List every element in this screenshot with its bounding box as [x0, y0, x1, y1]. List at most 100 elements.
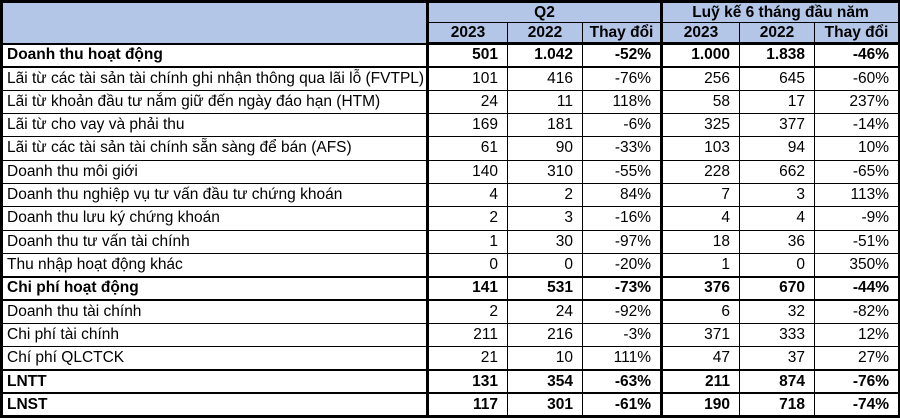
cell-value: 0: [739, 252, 815, 278]
cell-value: 371: [660, 322, 740, 348]
cell-value: 3: [507, 206, 583, 231]
cell-change-value: -14%: [813, 112, 900, 138]
cell-value: 6: [660, 299, 740, 324]
cell-change-value: 118%: [582, 89, 662, 114]
cell-value: 416: [507, 66, 583, 91]
cell-value: 325: [660, 112, 740, 138]
row-label: Chi phí tài chính: [1, 322, 429, 348]
cell-value: 874: [739, 368, 815, 395]
cell-value: 2: [427, 299, 508, 324]
cell-value: 103: [660, 136, 740, 161]
cell-value: 94: [739, 136, 815, 161]
cell-change-value: -46%: [813, 42, 900, 68]
cell-value: 211: [660, 368, 740, 395]
cell-change-value: -20%: [582, 252, 662, 278]
table-row: Doanh thu nghiệp vụ tư vấn đầu tư chứng …: [1, 182, 900, 208]
cell-change-value: 111%: [582, 346, 662, 371]
cell-value: 4: [660, 206, 740, 231]
table-row: Chí phí QLCTCK 21 10 111% 47 37 27%: [1, 346, 900, 371]
row-label: Lãi từ các tài sản tài chính sẵn sàng để…: [1, 136, 429, 161]
cell-change-value: 350%: [813, 252, 900, 278]
cell-change-value: -6%: [582, 112, 662, 138]
cell-value: 228: [660, 159, 740, 184]
cell-value: 181: [507, 112, 583, 138]
cell-change-value: 10%: [813, 136, 900, 161]
group-header-q2: Q2: [427, 1, 662, 23]
cell-change-value: -63%: [582, 368, 662, 395]
cell-value: 141: [427, 275, 508, 301]
cell-change-value: 12%: [813, 322, 900, 348]
cell-value: 216: [507, 322, 583, 348]
cell-value: 301: [507, 392, 583, 418]
cell-change-value: -74%: [813, 392, 900, 418]
row-label: LNTT: [1, 368, 429, 395]
cell-value: 24: [507, 299, 583, 324]
row-label: Lãi từ các tài sản tài chính ghi nhận th…: [1, 66, 429, 91]
cell-change-value: -61%: [582, 392, 662, 418]
cell-value: 131: [427, 368, 508, 395]
cell-value: 1: [427, 229, 508, 254]
cell-value: 90: [507, 136, 583, 161]
cell-value: 21: [427, 346, 508, 371]
table-row: Doanh thu tư vấn tài chính 1 30 -97% 18 36 -51…: [1, 229, 900, 254]
row-label: Chí phí QLCTCK: [1, 346, 429, 371]
cell-change-value: -76%: [582, 66, 662, 91]
cell-change-value: -33%: [582, 136, 662, 161]
cell-value: 376: [660, 275, 740, 301]
col-header-q2-2023: 2023: [427, 22, 508, 45]
table-row: Doanh thu hoạt động 501 1.042 -52% 1.000 1.83…: [1, 42, 900, 68]
row-label: Doanh thu hoạt động: [1, 42, 429, 68]
cell-change-value: 113%: [813, 182, 900, 208]
table-row: Thu nhập hoạt động khác 0 0 -20% 1 0 350%: [1, 252, 900, 278]
row-label: Doanh thu tư vấn tài chính: [1, 229, 429, 254]
table-row: Chi phí hoạt động 141 531 -73% 376 670 -44%: [1, 275, 900, 301]
cell-value: 17: [739, 89, 815, 114]
cell-value: 4: [739, 206, 815, 231]
cell-value: 501: [427, 42, 508, 68]
cell-value: 2: [507, 182, 583, 208]
cell-value: 1: [660, 252, 740, 278]
cell-value: 256: [660, 66, 740, 91]
cell-value: 377: [739, 112, 815, 138]
col-header-6m-change: Thay đổi: [813, 22, 900, 45]
cell-value: 24: [427, 89, 508, 114]
cell-value: 645: [739, 66, 815, 91]
cell-change-value: -44%: [813, 275, 900, 301]
col-header-q2-change: Thay đổi: [582, 22, 662, 45]
row-label: LNST: [1, 392, 429, 418]
col-header-6m-2022: 2022: [739, 22, 815, 45]
table-row: Doanh thu môi giới 140 310 -55% 228 662 -65%: [1, 159, 900, 184]
row-label: Thu nhập hoạt động khác: [1, 252, 429, 278]
row-label: Doanh thu nghiệp vụ tư vấn đầu tư chứng …: [1, 182, 429, 208]
cell-value: 32: [739, 299, 815, 324]
cell-change-value: -65%: [813, 159, 900, 184]
cell-change-value: -60%: [813, 66, 900, 91]
cell-change-value: -51%: [813, 229, 900, 254]
cell-change-value: -55%: [582, 159, 662, 184]
cell-value: 117: [427, 392, 508, 418]
row-label: Lãi từ khoản đầu tư nắm giữ đến ngày đáo…: [1, 89, 429, 114]
sub-header-row: 2023 2022 Thay đổi 2023 2022 Thay đổi: [2, 22, 900, 45]
cell-change-value: -82%: [813, 299, 900, 324]
cell-change-value: 27%: [813, 346, 900, 371]
cell-value: 37: [739, 346, 815, 371]
cell-value: 662: [739, 159, 815, 184]
group-header-row: Q2 Luỹ kế 6 tháng đầu năm: [1, 1, 900, 44]
cell-change-value: 237%: [813, 89, 900, 114]
cell-value: 670: [739, 275, 815, 301]
cell-change-value: -97%: [582, 229, 662, 254]
table-row: Lãi từ các tài sản tài chính sẵn sàng để…: [1, 136, 900, 161]
cell-value: 30: [507, 229, 583, 254]
cell-value: 190: [660, 392, 740, 418]
cell-value: 11: [507, 89, 583, 114]
col-header-6m-2023: 2023: [660, 22, 740, 45]
corner-header-cell: [1, 1, 429, 44]
cell-value: 211: [427, 322, 508, 348]
cell-value: 310: [507, 159, 583, 184]
cell-value: 3: [739, 182, 815, 208]
cell-value: 531: [507, 275, 583, 301]
cell-value: 0: [427, 252, 508, 278]
table-row: Lãi từ các tài sản tài chính ghi nhận th…: [1, 66, 900, 91]
